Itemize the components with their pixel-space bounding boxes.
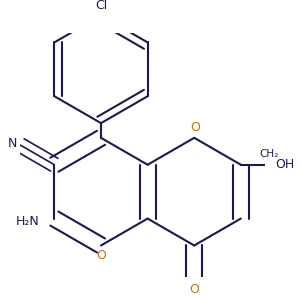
Text: O: O [191,121,201,134]
Text: CH₂: CH₂ [259,149,279,159]
Text: O: O [96,249,106,262]
Text: Cl: Cl [95,0,107,12]
Text: O: O [189,283,199,296]
Text: OH: OH [275,158,294,171]
Text: N: N [8,137,18,150]
Text: H₂N: H₂N [16,215,40,228]
